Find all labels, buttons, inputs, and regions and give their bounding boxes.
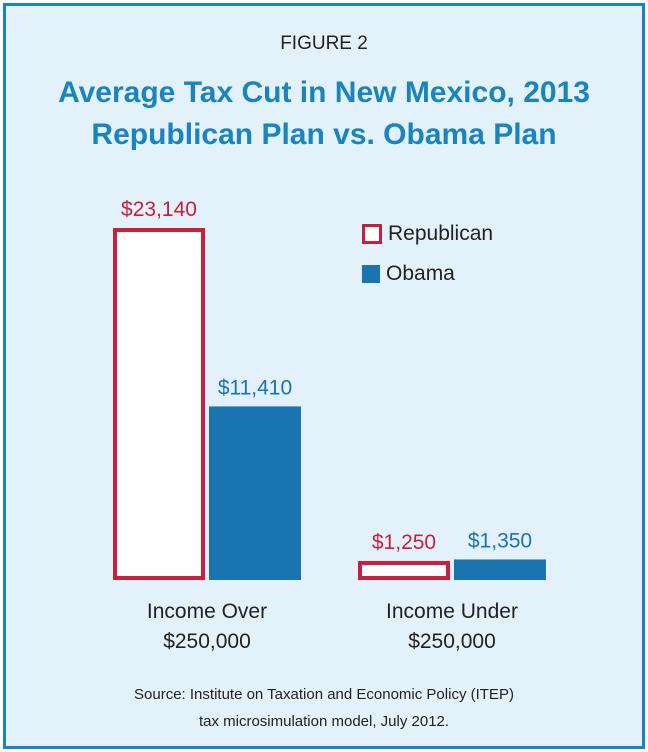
figure-label: FIGURE 2: [280, 33, 368, 54]
bar-republican-1: [358, 560, 450, 580]
legend-swatch-republican: [362, 224, 382, 244]
bar-republican-0: [113, 228, 205, 580]
data-label-obama-0: $11,410: [218, 376, 292, 399]
bar-chart: $23,140 $11,410 Income Over $250,000 $1,250 $…: [113, 198, 546, 653]
category-label-1-line1: Income Under: [386, 600, 518, 623]
data-label-republican-0: $23,140: [121, 198, 197, 221]
chart-title-line1: Average Tax Cut in New Mexico, 2013: [58, 76, 590, 109]
legend-item-obama: Obama: [362, 254, 493, 294]
legend-item-republican: Republican: [362, 214, 493, 254]
source-line-2: tax microsimulation model, July 2012.: [198, 713, 450, 730]
source-note: Source: Institute on Taxation and Econom…: [0, 681, 648, 735]
legend-swatch-obama: [362, 265, 380, 283]
category-label-1-line2: $250,000: [408, 630, 496, 653]
category-label-0-line1: Income Over: [147, 600, 267, 623]
source-line-1: Source: Institute on Taxation and Econom…: [134, 686, 514, 703]
data-label-republican-1: $1,250: [372, 531, 436, 554]
bar-obama-1: [454, 559, 546, 580]
bar-obama-0: [209, 406, 301, 580]
chart-legend: Republican Obama: [362, 214, 493, 294]
figure-frame: [3, 3, 645, 749]
legend-label-republican: Republican: [388, 222, 494, 245]
category-label-0-line2: $250,000: [163, 630, 251, 653]
data-label-obama-1: $1,350: [468, 529, 532, 552]
chart-title-line2: Republican Plan vs. Obama Plan: [91, 118, 557, 151]
legend-label-obama: Obama: [386, 262, 455, 285]
